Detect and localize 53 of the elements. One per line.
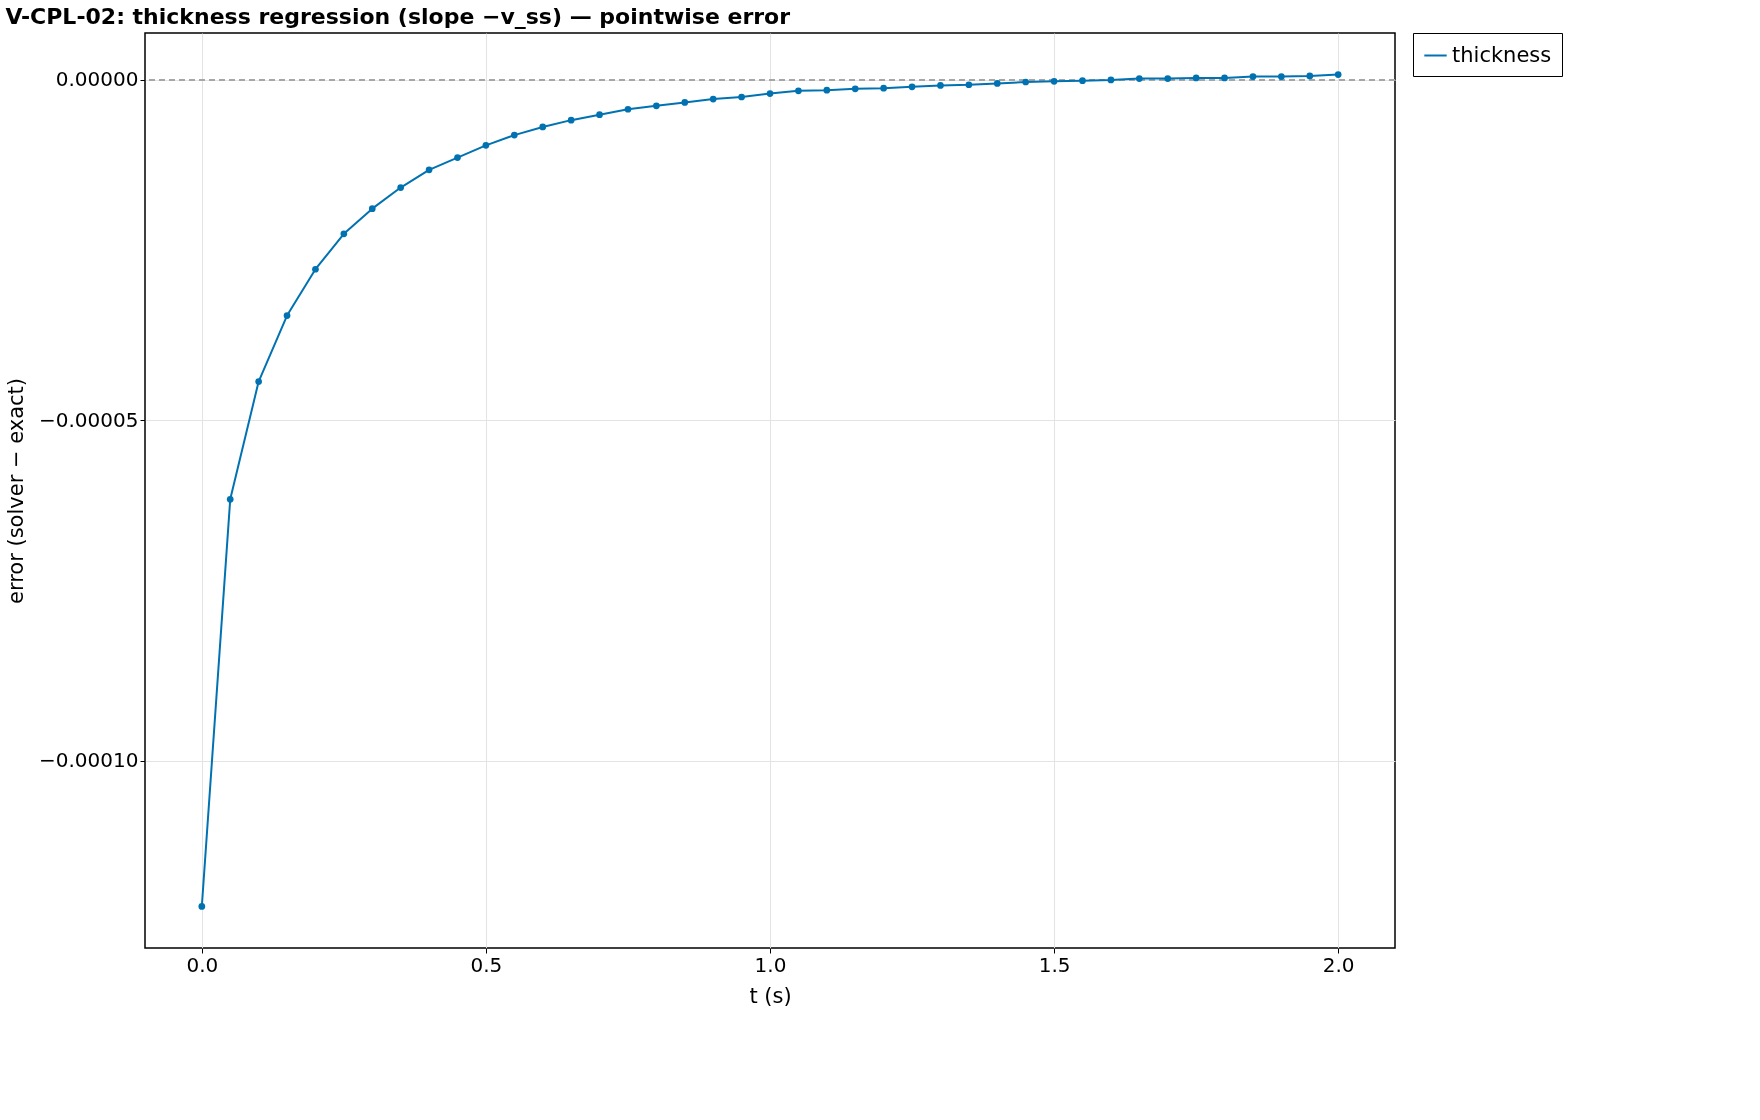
point bbox=[993, 80, 1001, 87]
point bbox=[1050, 77, 1058, 85]
x-tick-label: 2.0 bbox=[1322, 952, 1355, 977]
x-tick-label: 0.5 bbox=[470, 952, 503, 977]
point bbox=[908, 83, 916, 91]
point bbox=[653, 102, 660, 110]
point bbox=[1334, 71, 1342, 78]
point bbox=[880, 84, 887, 92]
y-axis-title: error (solver − exact) bbox=[4, 377, 29, 605]
point bbox=[823, 86, 831, 94]
point bbox=[1249, 73, 1257, 80]
y-tick-label: 0.00000 bbox=[55, 67, 139, 92]
point bbox=[766, 90, 774, 97]
x-tick-label: 0.0 bbox=[186, 952, 219, 977]
point bbox=[681, 99, 689, 106]
point bbox=[851, 85, 859, 93]
chart-title: V-CPL-02: thickness regression (slope −v_ss) — pointwise error bbox=[5, 3, 791, 29]
point bbox=[425, 166, 433, 174]
point bbox=[937, 82, 944, 89]
point bbox=[738, 93, 745, 101]
x-axis-title: t (s) bbox=[749, 983, 792, 1008]
point bbox=[965, 81, 973, 89]
point bbox=[1221, 74, 1228, 82]
point bbox=[624, 105, 632, 113]
point bbox=[397, 184, 405, 191]
point bbox=[198, 903, 206, 910]
y-tick-label: −0.00010 bbox=[39, 748, 139, 773]
point bbox=[1107, 76, 1115, 84]
point bbox=[1135, 75, 1143, 82]
point bbox=[312, 265, 319, 273]
point bbox=[1079, 77, 1086, 84]
point bbox=[567, 116, 575, 124]
legend-label: thickness bbox=[1452, 42, 1552, 67]
point bbox=[255, 378, 262, 385]
point bbox=[283, 312, 291, 319]
point bbox=[226, 496, 234, 503]
point bbox=[454, 154, 461, 161]
point bbox=[510, 131, 518, 139]
point bbox=[1164, 75, 1172, 82]
point bbox=[340, 230, 348, 238]
point bbox=[1278, 73, 1285, 80]
point bbox=[795, 87, 802, 95]
point bbox=[1192, 74, 1200, 82]
x-tick-label: 1.0 bbox=[754, 952, 787, 977]
point bbox=[1306, 72, 1314, 80]
point bbox=[1022, 78, 1030, 86]
point bbox=[596, 111, 603, 119]
point bbox=[368, 205, 376, 212]
x-tick-label: 1.5 bbox=[1038, 952, 1071, 977]
point bbox=[539, 123, 547, 131]
y-tick-label: −0.00005 bbox=[39, 407, 139, 432]
point bbox=[482, 141, 490, 149]
point bbox=[709, 95, 717, 103]
